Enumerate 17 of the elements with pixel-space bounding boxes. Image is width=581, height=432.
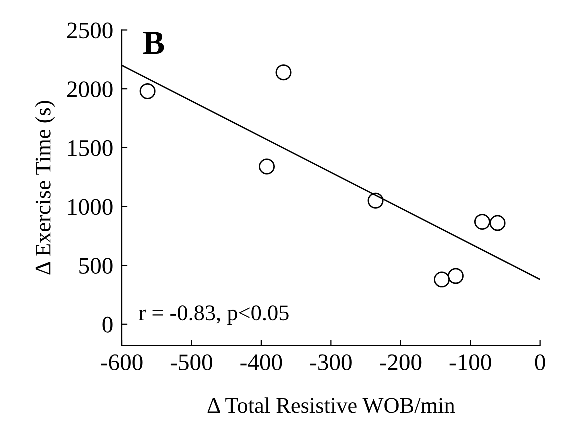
y-tick-label: 1500: [68, 140, 113, 156]
annotation: r = -0.83, p<0.05: [139, 306, 289, 326]
y-tick-label: 2500: [67, 22, 113, 39]
y-tick-label: 0: [102, 316, 113, 333]
y-axis-title: Δ Exercise Time (s): [35, 101, 56, 275]
x-tick-label: -200: [380, 354, 422, 371]
x-axis-title: Δ Total Resistive WOB/min: [208, 398, 456, 414]
x-tick-label: 0: [535, 354, 546, 371]
y-tick-label: 500: [80, 258, 113, 274]
x-tick-label: -600: [101, 354, 143, 371]
y-tick-label: 1000: [68, 199, 113, 216]
x-tick-label: -300: [310, 354, 352, 371]
y-tick-label: 2000: [67, 82, 113, 98]
x-tick-label: -500: [170, 354, 212, 371]
x-tick-label: -400: [240, 354, 282, 371]
chart-title: B: [143, 32, 164, 54]
x-tick-label: -100: [450, 354, 492, 371]
